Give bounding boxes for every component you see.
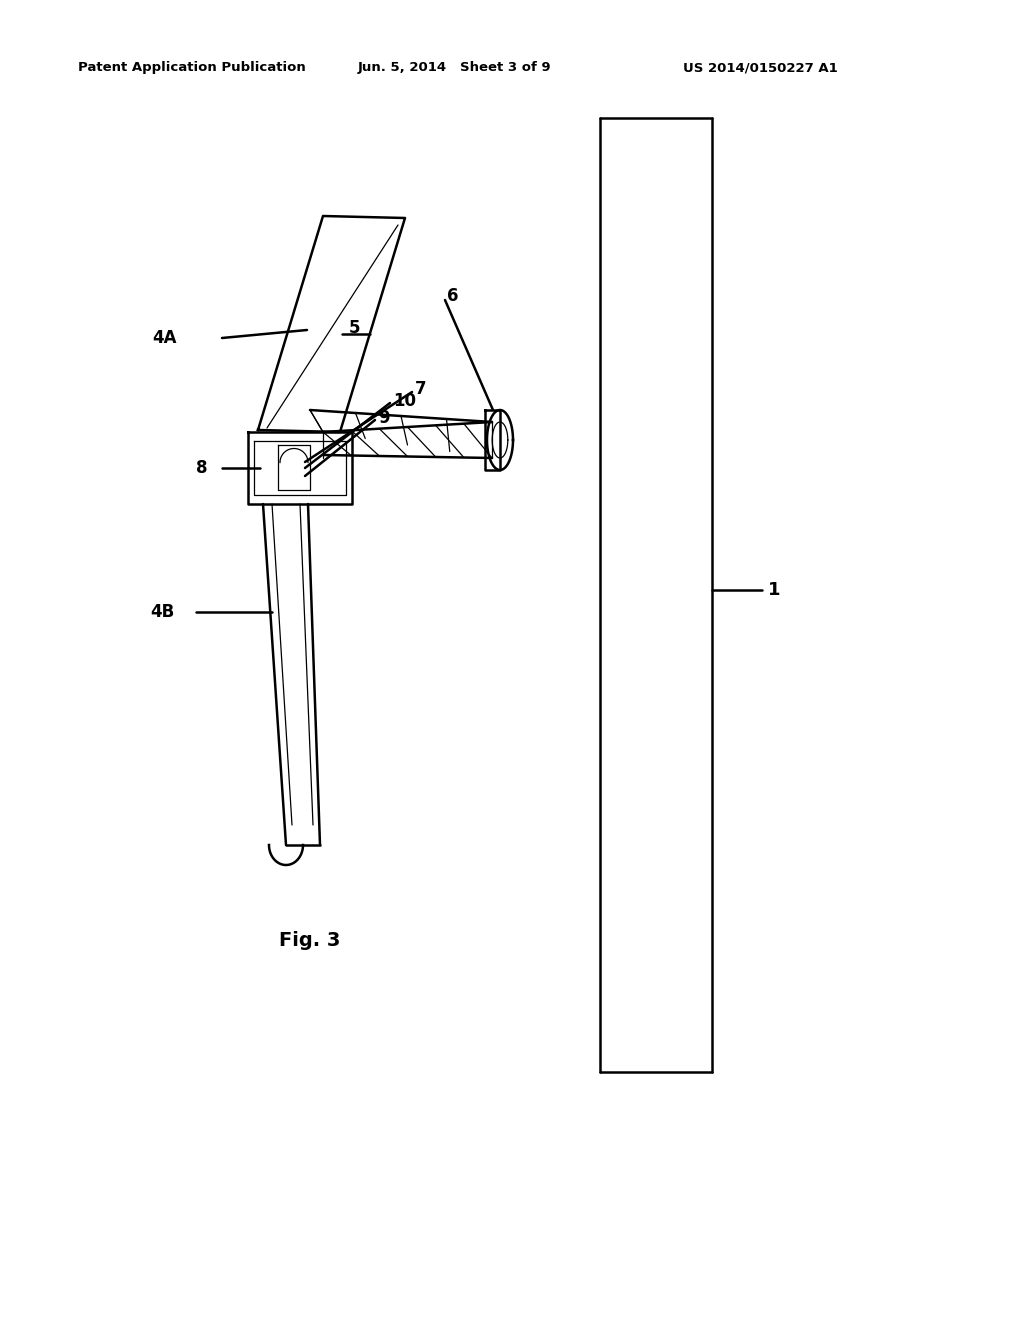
Text: 1: 1 bbox=[768, 581, 780, 599]
Text: 5: 5 bbox=[349, 319, 360, 337]
Text: 6: 6 bbox=[447, 286, 459, 305]
Text: 10: 10 bbox=[393, 392, 416, 411]
Text: Patent Application Publication: Patent Application Publication bbox=[78, 62, 306, 74]
Text: 9: 9 bbox=[378, 409, 389, 426]
Text: Fig. 3: Fig. 3 bbox=[280, 931, 341, 949]
Text: 8: 8 bbox=[196, 459, 208, 477]
Text: 7: 7 bbox=[415, 380, 427, 399]
Text: 4A: 4A bbox=[152, 329, 176, 347]
Text: US 2014/0150227 A1: US 2014/0150227 A1 bbox=[683, 62, 838, 74]
Text: Jun. 5, 2014   Sheet 3 of 9: Jun. 5, 2014 Sheet 3 of 9 bbox=[358, 62, 552, 74]
Text: 4B: 4B bbox=[150, 603, 174, 620]
